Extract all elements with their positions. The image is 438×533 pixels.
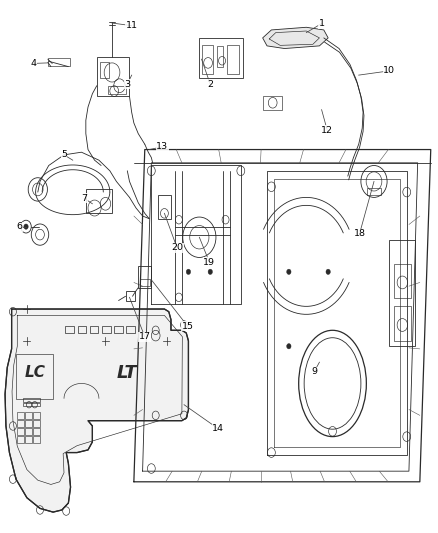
Text: LC: LC bbox=[24, 365, 45, 381]
Bar bbox=[33, 428, 40, 435]
Text: 20: 20 bbox=[171, 244, 183, 253]
Bar bbox=[22, 402, 40, 406]
Text: 3: 3 bbox=[124, 79, 131, 88]
Text: 4: 4 bbox=[30, 59, 36, 68]
Bar bbox=[25, 428, 32, 435]
Bar bbox=[78, 326, 86, 333]
Bar bbox=[394, 264, 411, 298]
Bar bbox=[389, 240, 416, 346]
Bar bbox=[227, 45, 239, 74]
Polygon shape bbox=[263, 27, 328, 49]
Text: 12: 12 bbox=[321, 126, 333, 135]
Text: 17: 17 bbox=[139, 332, 151, 341]
Bar bbox=[102, 326, 111, 333]
Bar bbox=[367, 188, 381, 195]
Bar bbox=[17, 420, 24, 427]
Bar bbox=[22, 398, 40, 402]
Bar bbox=[199, 38, 243, 78]
Circle shape bbox=[287, 344, 291, 349]
Bar bbox=[25, 436, 32, 443]
Bar bbox=[394, 306, 411, 341]
Bar bbox=[65, 326, 74, 333]
Bar bbox=[86, 189, 112, 213]
Text: 7: 7 bbox=[81, 194, 88, 203]
Bar bbox=[33, 412, 40, 419]
Polygon shape bbox=[5, 309, 188, 512]
Bar bbox=[33, 420, 40, 427]
Bar bbox=[16, 354, 53, 399]
Bar bbox=[25, 420, 32, 427]
Circle shape bbox=[186, 269, 191, 274]
Bar bbox=[100, 62, 109, 78]
Bar bbox=[17, 428, 24, 435]
Text: LT: LT bbox=[117, 364, 138, 382]
Bar bbox=[126, 292, 135, 301]
Bar bbox=[97, 56, 130, 96]
Bar bbox=[140, 279, 150, 286]
Circle shape bbox=[287, 269, 291, 274]
Bar bbox=[90, 326, 99, 333]
Text: 15: 15 bbox=[182, 321, 194, 330]
Text: 11: 11 bbox=[126, 21, 138, 30]
Bar bbox=[217, 46, 223, 67]
Bar bbox=[17, 412, 24, 419]
Bar bbox=[108, 86, 126, 94]
Bar bbox=[263, 96, 283, 110]
Text: 5: 5 bbox=[61, 150, 67, 159]
Bar bbox=[114, 326, 123, 333]
Text: 6: 6 bbox=[16, 222, 22, 231]
Text: 10: 10 bbox=[383, 67, 395, 75]
Circle shape bbox=[326, 269, 330, 274]
Text: 19: 19 bbox=[203, 258, 215, 266]
Bar bbox=[127, 326, 135, 333]
Text: 2: 2 bbox=[207, 79, 213, 88]
Bar bbox=[48, 58, 70, 66]
Text: 14: 14 bbox=[212, 424, 224, 433]
Text: 13: 13 bbox=[156, 142, 168, 151]
Text: 9: 9 bbox=[311, 367, 317, 376]
Bar bbox=[33, 436, 40, 443]
Bar bbox=[25, 412, 32, 419]
Bar bbox=[202, 45, 213, 74]
Text: 18: 18 bbox=[353, 229, 366, 238]
Bar bbox=[17, 436, 24, 443]
Bar bbox=[158, 195, 171, 219]
Circle shape bbox=[24, 224, 28, 229]
Text: 1: 1 bbox=[318, 19, 325, 28]
Circle shape bbox=[208, 269, 212, 274]
Bar bbox=[138, 266, 151, 288]
